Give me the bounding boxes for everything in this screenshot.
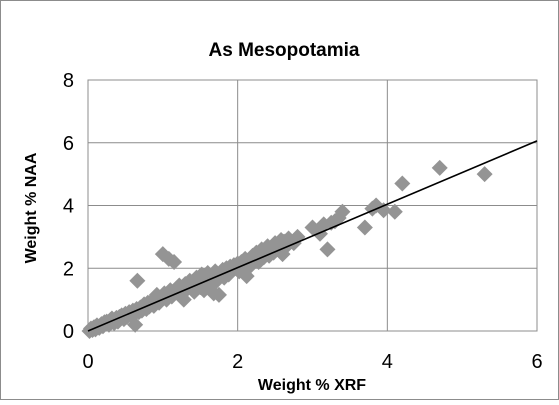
- y-tick-label: 6: [63, 133, 74, 155]
- y-tick-label: 2: [63, 258, 74, 280]
- x-tick-label: 4: [382, 351, 393, 373]
- data-point: [356, 219, 373, 236]
- x-tick-label: 6: [531, 351, 542, 373]
- data-point: [386, 203, 403, 220]
- data-point: [334, 203, 351, 220]
- gridlines: [87, 79, 538, 332]
- y-axis-label: Weight % NAA: [23, 152, 40, 263]
- y-tick-label: 8: [63, 70, 74, 92]
- data-point: [129, 272, 146, 289]
- x-tick-label: 0: [82, 351, 93, 373]
- x-tick-label: 2: [232, 351, 243, 373]
- data-point: [166, 253, 183, 270]
- data-point: [431, 159, 448, 176]
- trendline: [87, 140, 538, 332]
- chart-title: As Mesopotamia: [209, 40, 360, 61]
- trendline-layer: [87, 140, 538, 332]
- data-point: [375, 202, 392, 219]
- data-point: [210, 286, 227, 303]
- data-point: [319, 241, 336, 258]
- tick-labels: 0 2 4 6 8 0 2 4 6: [63, 70, 543, 373]
- x-axis-label: Weight % XRF: [258, 377, 366, 394]
- data-point: [476, 166, 493, 183]
- data-point: [127, 316, 144, 333]
- plot-area-border: [87, 79, 538, 332]
- y-tick-label: 4: [63, 196, 74, 218]
- data-point: [394, 175, 411, 192]
- y-tick-label: 0: [63, 321, 74, 343]
